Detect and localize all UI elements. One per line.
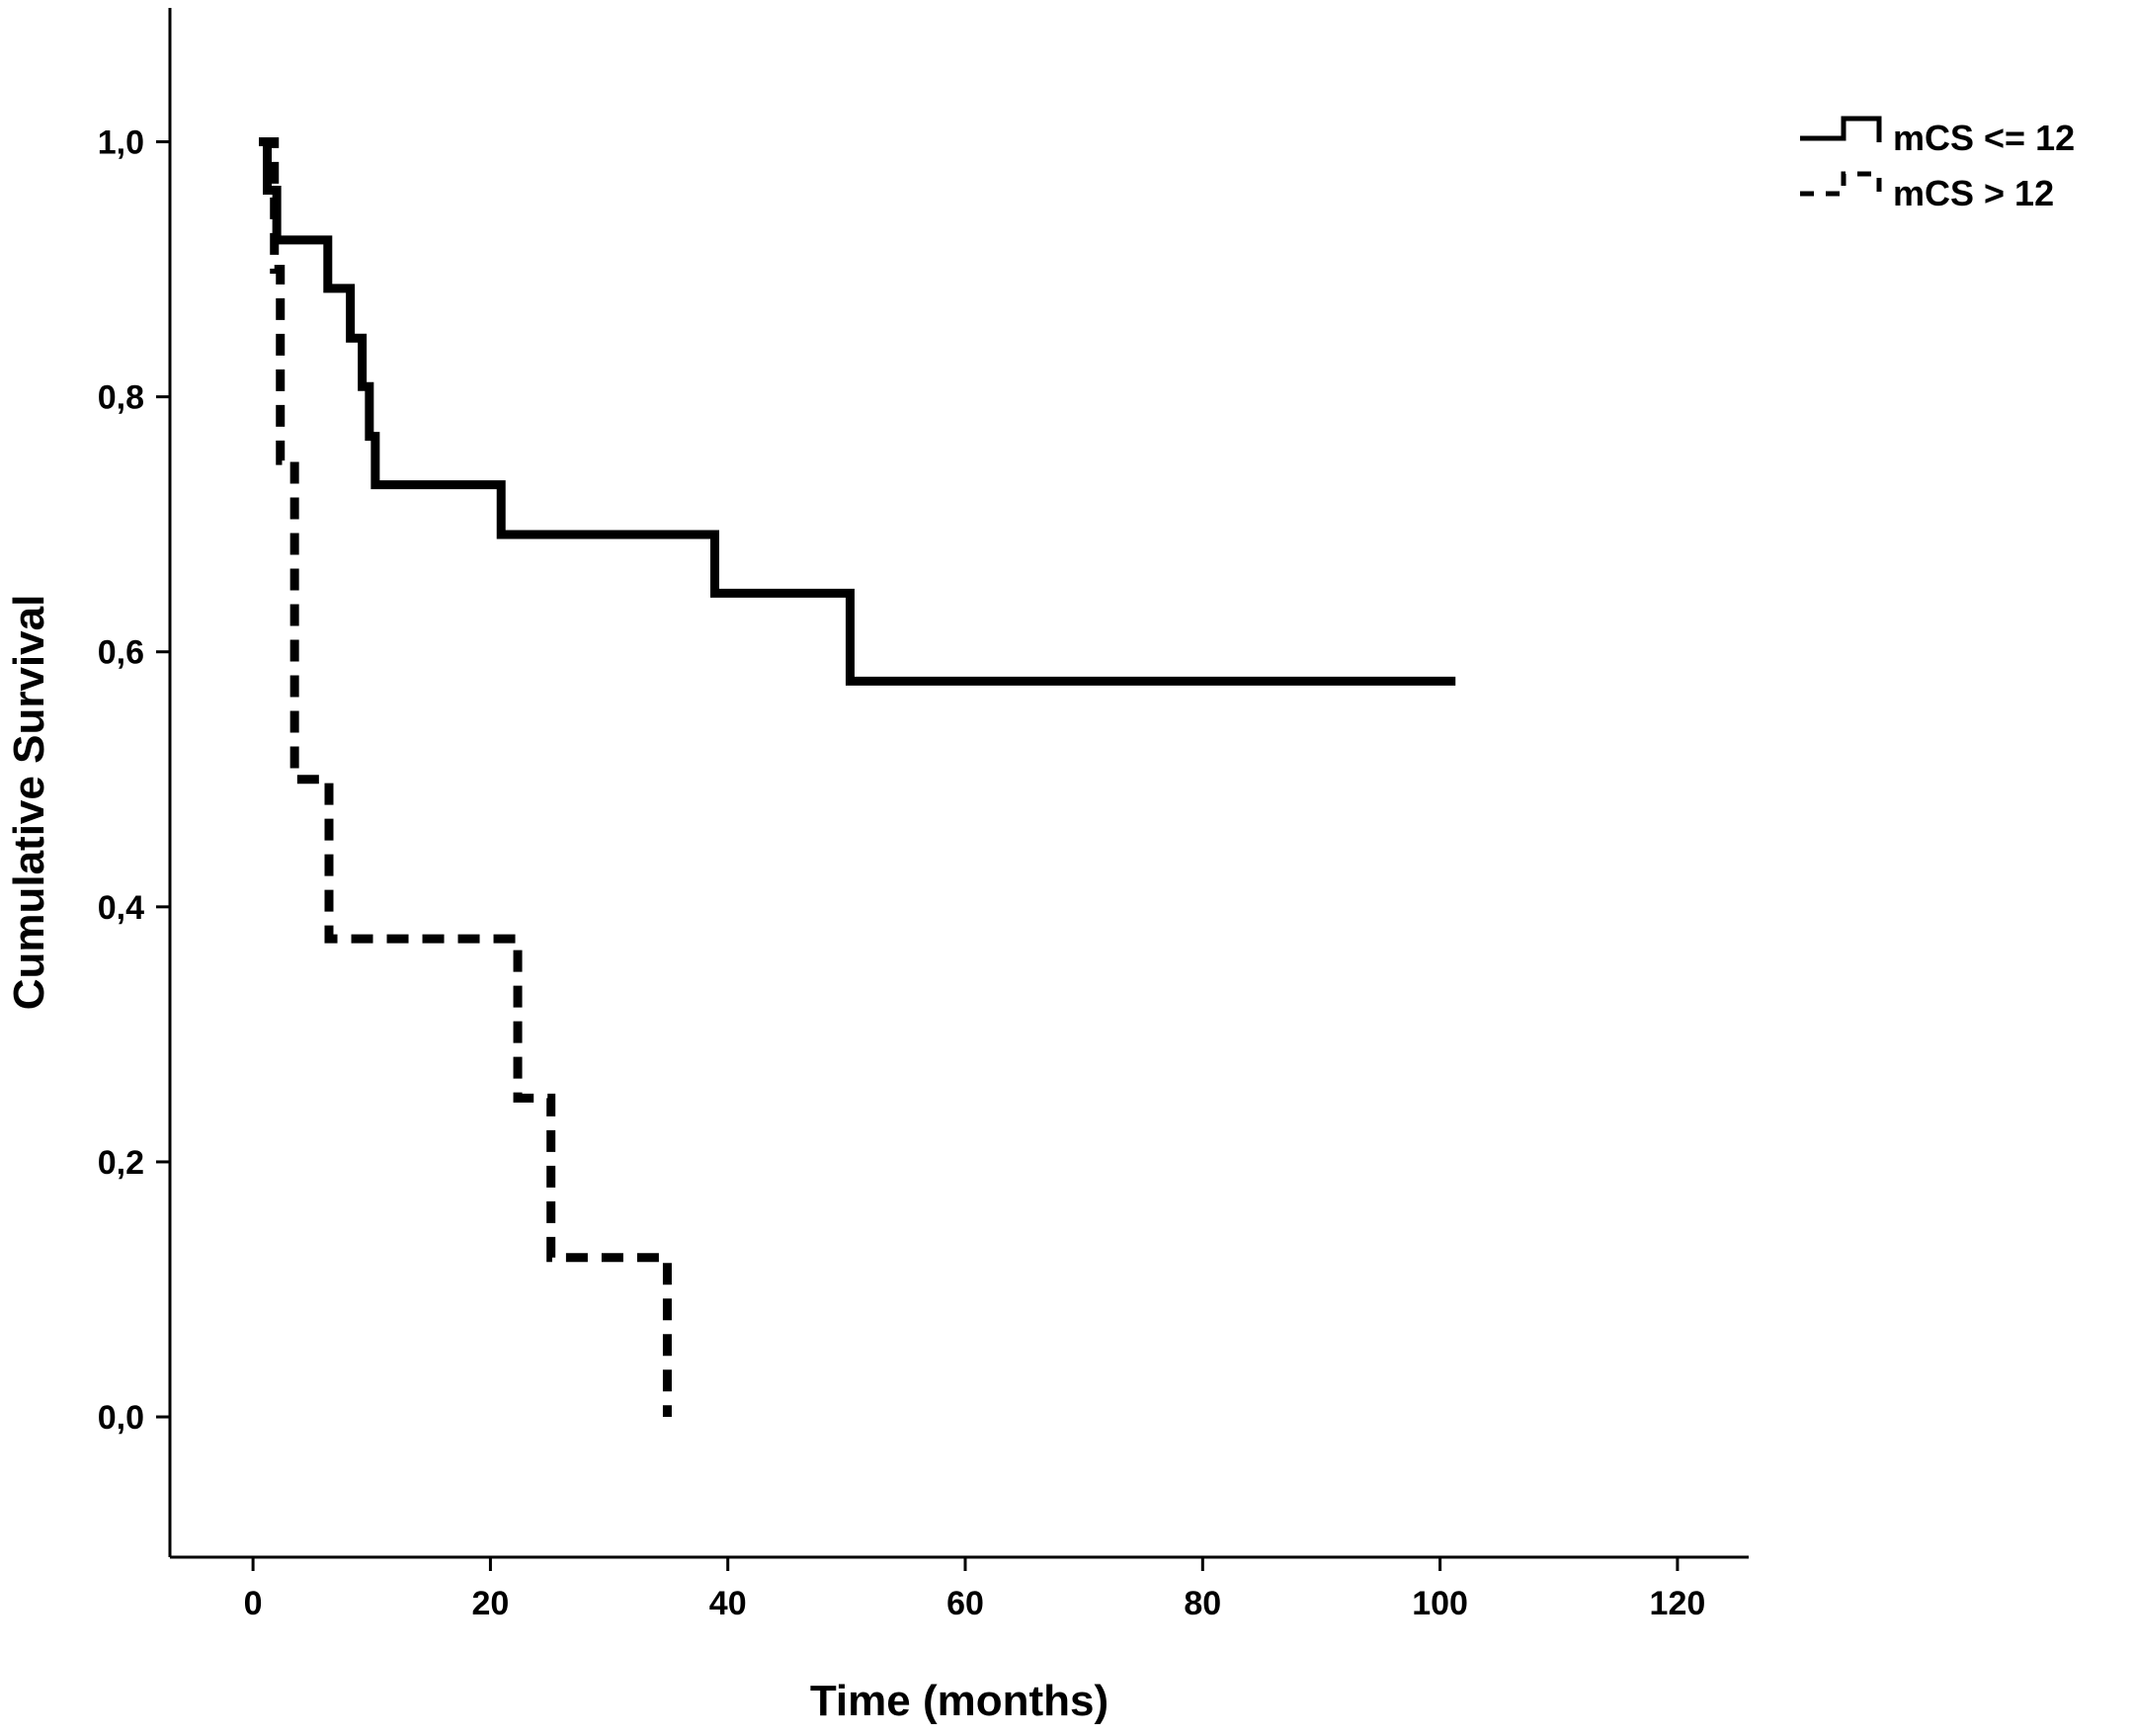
- x-tick-label-6: 120: [1650, 1585, 1706, 1622]
- y-tick-label-3: 0,6: [98, 634, 144, 672]
- y-tick-label-0: 0,0: [98, 1399, 144, 1437]
- y-tick-label-1: 0,2: [98, 1144, 144, 1182]
- axes: 0,0 0,2 0,4 0,6 0,8 1,0 0 20 40 60 80 100 120: [98, 8, 1749, 1622]
- y-tick-label-5: 1,0: [98, 124, 144, 162]
- x-tick-label-1: 20: [471, 1585, 509, 1622]
- y-axis-title: Cumulative Survival: [5, 595, 53, 1011]
- series-mcs-gt-12-line: [259, 137, 672, 1418]
- y-tick-label-4: 0,8: [98, 379, 144, 417]
- legend-swatch-0: [1800, 116, 1882, 142]
- legend-label-0: mCS <= 12: [1893, 118, 2075, 158]
- legend-label-1: mCS > 12: [1893, 173, 2054, 213]
- x-tick-label-2: 40: [709, 1585, 747, 1622]
- y-tick-label-2: 0,4: [98, 889, 144, 927]
- legend-swatch-1: [1800, 171, 1882, 198]
- series-mcs-le-12-line: [259, 137, 1456, 686]
- x-tick-label-5: 100: [1412, 1585, 1468, 1622]
- x-tick-label-0: 0: [244, 1585, 263, 1622]
- x-tick-label-4: 80: [1184, 1585, 1221, 1622]
- legend: mCS <= 12 mCS > 12: [1800, 116, 2075, 213]
- series-layer: [259, 137, 1456, 1418]
- x-axis-title: Time (months): [810, 1677, 1108, 1725]
- x-tick-label-3: 60: [946, 1585, 984, 1622]
